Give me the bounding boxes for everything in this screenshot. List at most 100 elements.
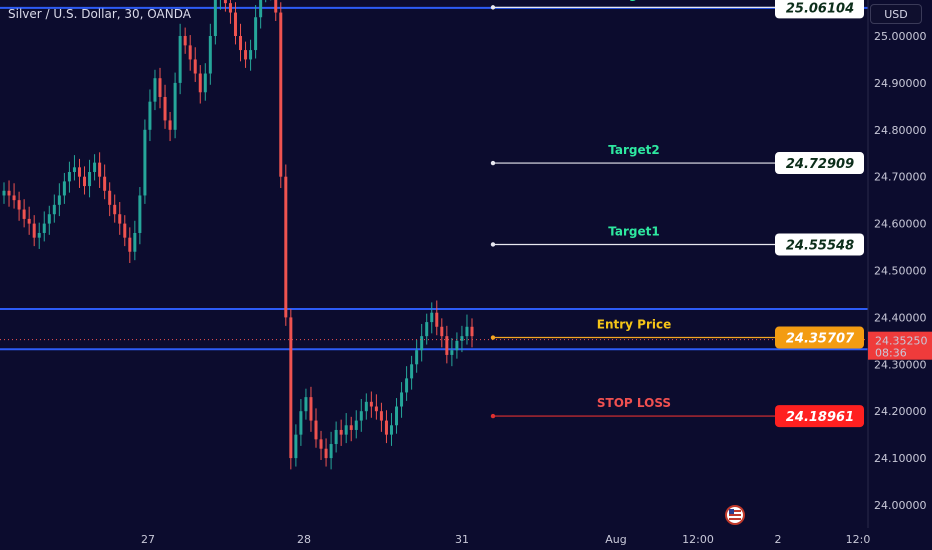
candle-body — [389, 425, 393, 435]
candle-body — [425, 322, 429, 337]
stop-loss-value-box-bg — [775, 405, 864, 428]
candle-body — [430, 312, 434, 323]
candle-body — [52, 204, 56, 215]
target3-label: Target3 — [608, 0, 659, 1]
candle-body — [299, 411, 303, 435]
x-tick-label: 27 — [141, 533, 155, 546]
candle-body — [203, 73, 207, 93]
chart-title: Silver / U.S. Dollar, 30, OANDA — [8, 7, 192, 21]
candle-body — [113, 204, 117, 215]
candle-body — [42, 223, 46, 233]
candle-body — [83, 176, 87, 187]
y-tick-label: 24.00000 — [874, 499, 927, 512]
entry-price-anchor-dot — [490, 335, 496, 340]
candle-body — [440, 326, 444, 337]
candle-body — [118, 214, 122, 224]
candle-body — [108, 190, 112, 205]
candle-body — [32, 223, 36, 238]
target1-label: Target1 — [608, 224, 659, 238]
candle-body — [208, 36, 212, 74]
candle-body — [12, 195, 16, 201]
stop-loss-value-box: 24.18961 — [775, 405, 864, 428]
countdown-timer: 08:36 — [875, 347, 907, 360]
candle-body — [445, 336, 449, 355]
candle-body — [239, 36, 243, 51]
candle-body — [359, 411, 363, 421]
levels-layer: Target3 25.06104 Target2 24.72909 Target1 24.… — [490, 0, 864, 428]
candle-body — [163, 96, 167, 121]
candle-body — [415, 350, 419, 365]
candle-body — [465, 326, 469, 337]
candle-body — [72, 167, 76, 173]
candle-body — [57, 195, 61, 205]
candle-body — [123, 223, 127, 238]
candle-body — [364, 401, 368, 412]
candle-body — [289, 317, 293, 459]
candle-body — [213, 0, 217, 37]
us-flag-icon[interactable] — [725, 505, 745, 525]
candle-body — [183, 36, 187, 46]
candle-body — [67, 172, 71, 182]
candle-body — [319, 439, 323, 449]
target3-value: 25.06104 — [786, 1, 854, 16]
candle-body — [223, 0, 227, 4]
candle-body — [193, 59, 197, 74]
candle-body — [249, 50, 253, 60]
x-axis[interactable]: 27 28 31 Aug 12:00 2 12:0 — [141, 533, 870, 546]
x-tick-label: 12:00 — [682, 533, 714, 546]
y-tick-label: 24.10000 — [874, 452, 927, 465]
candle-body — [47, 214, 51, 224]
currency-button[interactable]: USD — [870, 4, 922, 24]
candle-body — [198, 73, 202, 93]
target3-anchor-dot — [490, 5, 496, 10]
candle-body — [460, 336, 464, 341]
candle-body — [173, 82, 177, 130]
entry-price-value-box-bg — [775, 326, 864, 349]
candle-body — [17, 200, 21, 210]
candle-body — [455, 340, 459, 351]
x-tick-label: 2 — [775, 533, 782, 546]
candle-body — [339, 429, 343, 435]
candle-body — [410, 364, 414, 379]
price-tag-bg — [868, 331, 932, 360]
candle-body — [369, 401, 373, 407]
entry-price-label: Entry Price — [597, 318, 671, 332]
candle-body — [284, 176, 288, 318]
candle-body — [27, 218, 31, 224]
candle-body — [279, 12, 283, 177]
target2-label: Target2 — [608, 143, 659, 157]
candle-body — [103, 176, 107, 191]
candle-body — [7, 190, 11, 196]
candle-body — [22, 209, 26, 219]
candle-body — [138, 195, 142, 233]
candle-body — [98, 162, 102, 177]
stop-loss-value: 24.18961 — [786, 410, 854, 425]
candle-body — [379, 411, 383, 421]
candle-body — [400, 392, 404, 407]
target3-value-box: 25.06104 — [775, 0, 864, 19]
candle-body — [334, 429, 338, 445]
candle-body — [329, 444, 333, 459]
candle-body — [354, 420, 358, 430]
candle-body — [274, 0, 278, 13]
y-tick-label: 24.70000 — [874, 171, 927, 184]
candle-body — [244, 50, 248, 60]
candle-body — [254, 17, 258, 51]
candle-body — [168, 120, 172, 130]
entry-price-value-box: 24.35707 — [775, 326, 864, 349]
candle-body — [233, 12, 237, 37]
y-tick-label: 24.30000 — [874, 358, 927, 371]
y-tick-label: 25.00000 — [874, 30, 927, 43]
target3-value-box-bg — [775, 0, 864, 19]
x-tick-label: Aug — [605, 533, 626, 546]
candle-body — [153, 78, 157, 102]
entry-price-value: 24.35707 — [786, 332, 855, 347]
x-tick-label: 31 — [455, 533, 469, 546]
candle-body — [133, 232, 137, 252]
y-axis[interactable]: 25.2000025.1000025.0000024.9000024.80000… — [874, 0, 927, 512]
target1-value-box: 24.55548 — [775, 233, 864, 256]
candle-body — [93, 162, 97, 173]
target2-value-box-bg — [775, 152, 864, 175]
